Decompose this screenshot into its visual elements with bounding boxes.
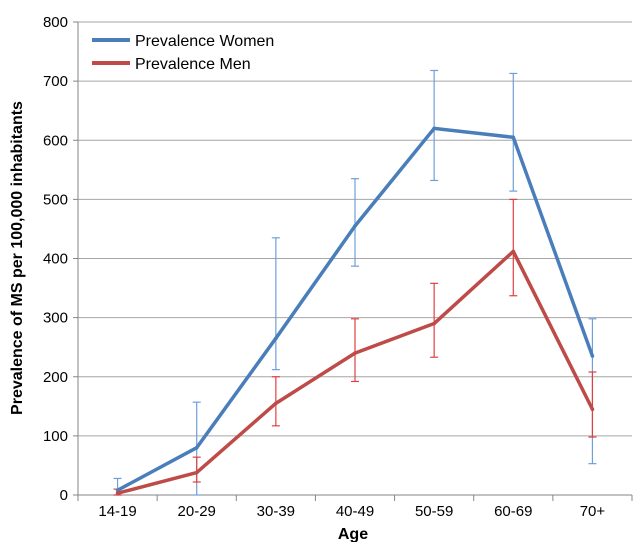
- data-point: [274, 401, 278, 406]
- legend: Prevalence Women Prevalence Men: [92, 33, 274, 73]
- y-axis-title: Prevalence of MS per 100,000 inhabitants: [9, 101, 26, 415]
- data-point: [194, 470, 199, 475]
- y-axis-ticks: 0 100 200 300 400 500 600 700 800: [43, 14, 78, 504]
- x-tick-label: 20-29: [178, 503, 216, 520]
- data-point: [115, 491, 120, 496]
- error-bar: [351, 178, 359, 267]
- y-tick-label: 0: [60, 487, 68, 504]
- x-tick-label: 14-19: [98, 503, 136, 520]
- data-point: [353, 224, 357, 228]
- data-point: [353, 351, 357, 355]
- data-point: [194, 445, 199, 450]
- y-tick-label: 800: [43, 14, 68, 31]
- x-tick-label: 30-39: [257, 503, 295, 520]
- error-bar: [430, 282, 439, 358]
- error-bar: [509, 72, 518, 192]
- x-axis-ticks: 14-19 20-29 30-39 40-49 50-59 60-69 70+: [77, 495, 633, 520]
- x-tick-label: 60-69: [494, 503, 532, 520]
- x-tick-label: 70+: [580, 503, 606, 520]
- data-point: [274, 336, 278, 341]
- series-lines: [115, 126, 595, 496]
- error-bar: [192, 456, 201, 483]
- y-tick-label: 300: [43, 310, 68, 327]
- data-point: [511, 249, 516, 254]
- x-tick-label: 50-59: [415, 503, 453, 520]
- y-tick-label: 500: [43, 191, 68, 208]
- error-bar: [430, 69, 439, 182]
- legend-label-women: Prevalence Women: [135, 33, 274, 50]
- error-bar: [509, 198, 518, 297]
- data-point: [590, 407, 595, 412]
- y-tick-label: 600: [43, 132, 68, 149]
- error-bar: [271, 237, 280, 371]
- x-tick-label: 40-49: [336, 503, 374, 520]
- error-bar: [351, 318, 359, 383]
- data-point: [115, 488, 120, 493]
- data-point: [432, 321, 436, 326]
- error-bar: [588, 371, 597, 438]
- data-point: [432, 126, 436, 131]
- data-point: [590, 354, 595, 358]
- y-tick-label: 200: [43, 369, 68, 386]
- y-tick-label: 700: [43, 73, 68, 90]
- y-tick-label: 400: [43, 251, 68, 268]
- data-point: [511, 135, 516, 140]
- y-tick-label: 100: [43, 428, 68, 445]
- x-axis-title: Age: [338, 526, 368, 542]
- legend-label-men: Prevalence Men: [135, 56, 251, 73]
- error-bars: [113, 69, 597, 496]
